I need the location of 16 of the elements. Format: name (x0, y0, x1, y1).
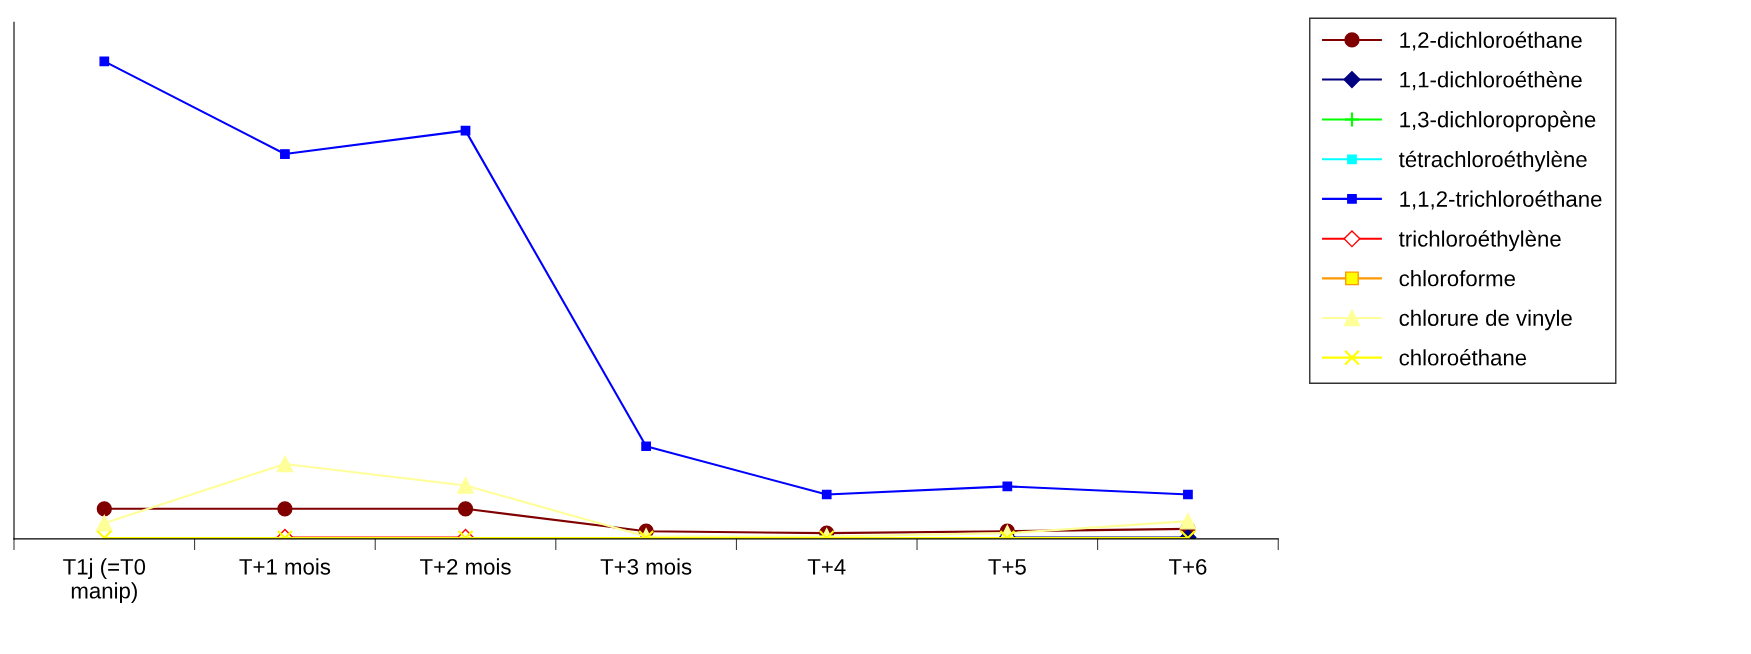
legend-label: 1,2-dichloroéthane (1400, 31, 1582, 51)
x-tick-label: T+5 (988, 559, 1026, 575)
legend-label: 1,1-dichloroéthène (1400, 70, 1582, 91)
x-tick-label: T1j (=T0 manip) (63, 558, 146, 603)
x-tick-label: T+2 mois (420, 558, 511, 575)
x-tick-label: T+3 mois (600, 558, 692, 575)
x-tick-label: T+1 mois (239, 558, 331, 575)
legend-label: 1,1,2-trichloroéthane (1400, 190, 1602, 210)
legend-label: trichloroéthylène (1398, 230, 1561, 252)
legend-label: chloroéthane (1399, 349, 1527, 366)
legend-label: chloroforme (1399, 270, 1515, 287)
legend-label: 1,3-dichloropropène (1400, 110, 1596, 132)
x-tick-label: T+6 (1168, 558, 1207, 575)
x-tick-label: T+4 (807, 559, 846, 575)
legend-label: tétrachloroéthylène (1398, 150, 1587, 172)
legend-label: chlorure de vinyle (1399, 309, 1572, 331)
